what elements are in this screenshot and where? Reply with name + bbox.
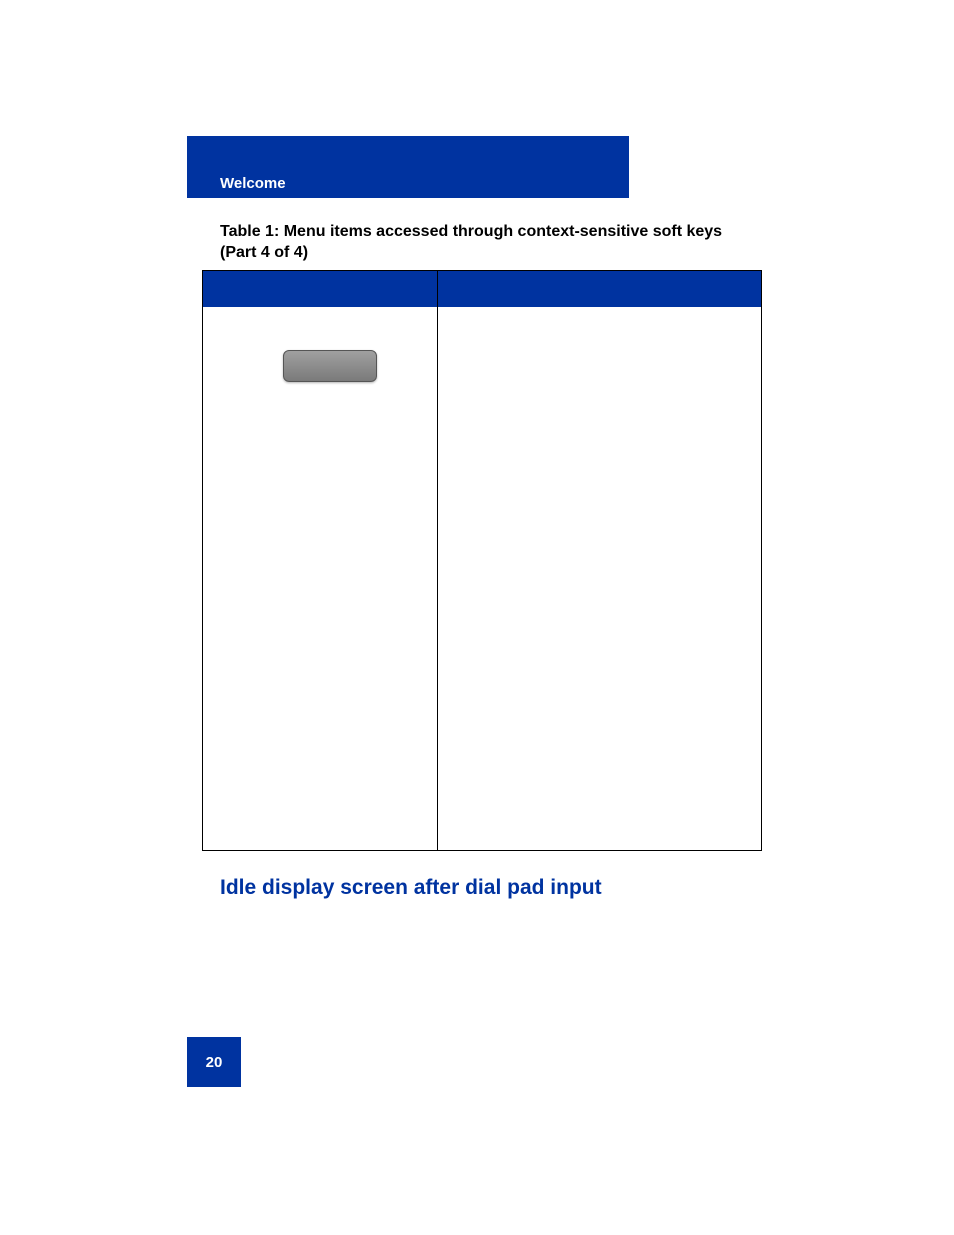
section-heading: Idle display screen after dial pad input — [220, 876, 602, 900]
header-label: Welcome — [220, 175, 286, 192]
menu-table — [202, 270, 762, 851]
page-number-tab: 20 — [187, 1037, 241, 1087]
table-body-row — [203, 307, 761, 850]
table-caption: Table 1: Menu items accessed through con… — [220, 222, 750, 264]
header-bar: Welcome — [187, 136, 629, 198]
page-number: 20 — [206, 1054, 223, 1071]
table-body-cell-right — [438, 307, 761, 850]
table-header-row — [203, 271, 761, 307]
soft-key-button-icon — [283, 350, 377, 382]
document-page: Welcome Table 1: Menu items accessed thr… — [0, 0, 954, 1235]
table-body-cell-left — [203, 307, 438, 850]
table-header-cell-left — [203, 271, 438, 307]
table-header-cell-right — [438, 271, 761, 307]
